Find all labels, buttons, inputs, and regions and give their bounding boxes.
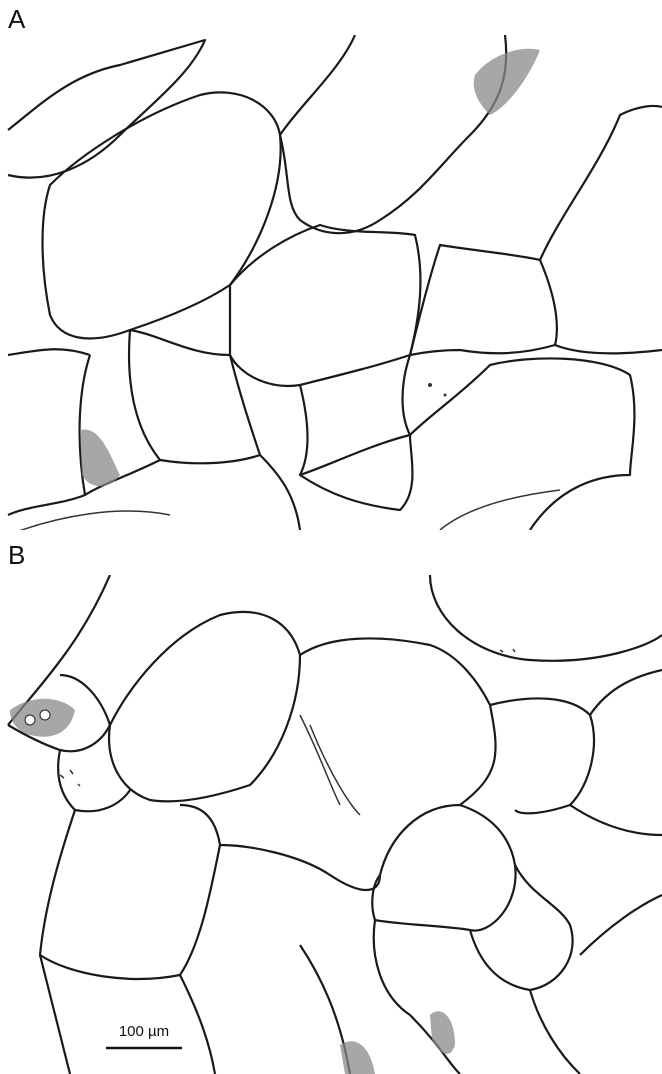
panel-label: A [8, 4, 25, 35]
panel-a-image [0, 35, 662, 530]
panel-label: B [8, 540, 25, 571]
panel-b-image: 100 µm [0, 575, 662, 1074]
figure: A B [0, 0, 662, 1074]
scale-bar-label: 100 µm [119, 1023, 169, 1040]
